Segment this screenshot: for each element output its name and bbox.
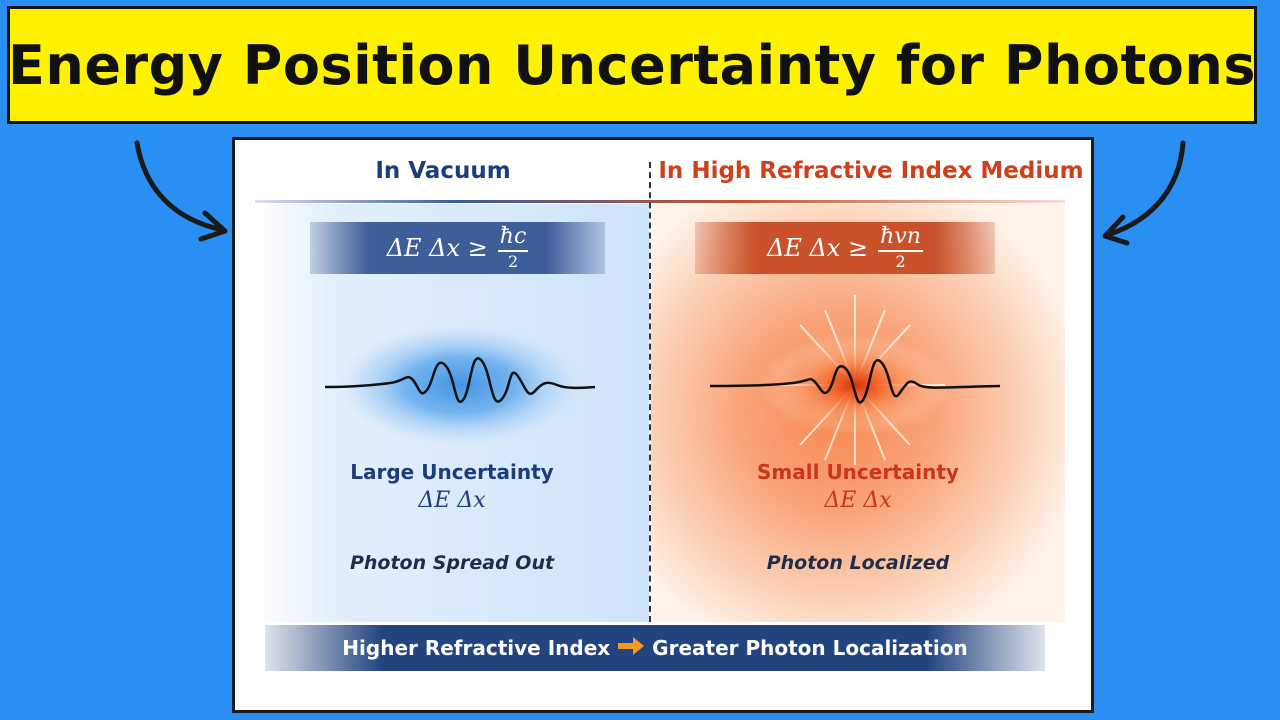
vacuum-equation: ΔE Δx ≥ ħc 2	[310, 222, 605, 274]
vacuum-description: Photon Spread Out	[349, 552, 555, 574]
vacuum-heading: In Vacuum	[375, 158, 511, 184]
vacuum-uncertainty-label: Large Uncertainty	[350, 460, 554, 484]
vacuum-equation-denominator: 2	[507, 252, 519, 271]
curved-arrow-right-icon	[1102, 140, 1186, 246]
center-divider	[649, 162, 651, 622]
vacuum-equation-numerator: ħc	[497, 226, 529, 252]
arrow-right-icon	[618, 636, 645, 661]
localized-photon-wave-icon	[709, 295, 1001, 465]
title-banner: Energy Position Uncertainty for Photons	[7, 6, 1257, 124]
comparison-panel: In Vacuum In High Refractive Index Mediu…	[232, 137, 1094, 713]
medium-description: Photon Localized	[766, 552, 950, 574]
medium-equation-numerator: ħvn	[878, 226, 923, 252]
conclusion-left-text: Higher Refractive Index	[342, 636, 611, 660]
medium-equation-lhs: ΔE Δx ≥	[767, 234, 869, 262]
spread-photon-wave-icon	[324, 323, 596, 447]
medium-equation: ΔE Δx ≥ ħvn 2	[695, 222, 995, 274]
medium-uncertainty-expr: ΔE Δx	[824, 488, 892, 513]
medium-heading: In High Refractive Index Medium	[658, 158, 1084, 184]
vacuum-equation-lhs: ΔE Δx ≥	[386, 234, 488, 262]
header-divider	[255, 200, 1065, 203]
medium-equation-fraction: ħvn 2	[878, 226, 923, 270]
conclusion-bar: Higher Refractive Index Greater Photon L…	[265, 625, 1045, 671]
curved-arrow-left-icon	[134, 140, 228, 242]
medium-equation-denominator: 2	[895, 252, 906, 271]
vacuum-uncertainty-expr: ΔE Δx	[418, 488, 486, 513]
page-title: Energy Position Uncertainty for Photons	[8, 33, 1256, 97]
medium-uncertainty-label: Small Uncertainty	[757, 460, 959, 484]
conclusion-right-text: Greater Photon Localization	[652, 636, 968, 660]
vacuum-equation-fraction: ħc 2	[497, 226, 529, 271]
